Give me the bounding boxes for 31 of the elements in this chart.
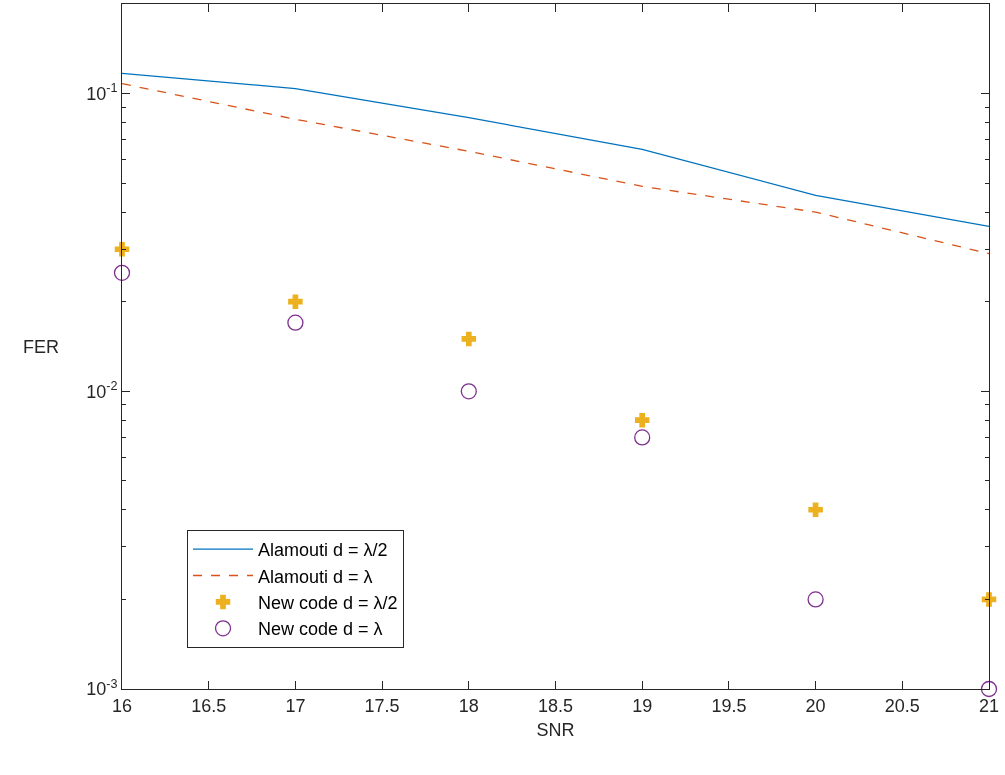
point — [980, 680, 998, 698]
point — [461, 331, 477, 347]
line-series — [122, 72, 989, 228]
point — [807, 591, 824, 608]
x-tick-label: 17.5 — [364, 695, 400, 716]
legend-label: Alamouti d = λ/2 — [258, 540, 388, 561]
y-tick-label: 10$^{-2}$ — [86, 379, 118, 402]
legend-label: New code d = λ/2 — [258, 592, 398, 613]
x-tick-label: 20 — [805, 695, 826, 716]
x-tick-label: 17 — [285, 695, 306, 716]
x-axis-title: SNR — [536, 719, 575, 740]
y-axis-title: FER — [23, 337, 59, 357]
point — [288, 294, 303, 309]
x-tick-label: 19 — [632, 695, 653, 716]
legend-label: New code d = λ — [258, 619, 383, 640]
y-tick-label: 10$^{-1}$ — [86, 81, 118, 104]
legend-label: Alamouti d = λ — [258, 566, 373, 587]
x-tick-label: 18.5 — [537, 695, 574, 716]
point — [634, 429, 651, 446]
point — [808, 502, 823, 518]
point — [460, 383, 477, 400]
point — [113, 264, 131, 281]
point — [634, 412, 650, 428]
x-tick-label: 19.5 — [711, 695, 747, 716]
x-tick-label: 21 — [978, 695, 1000, 716]
x-tick-label: 16.5 — [191, 695, 227, 716]
x-tick-label: 18 — [458, 695, 479, 716]
point — [114, 242, 130, 257]
point — [287, 314, 304, 331]
line-series — [122, 83, 989, 255]
x-tick-label: 20.5 — [884, 695, 920, 716]
